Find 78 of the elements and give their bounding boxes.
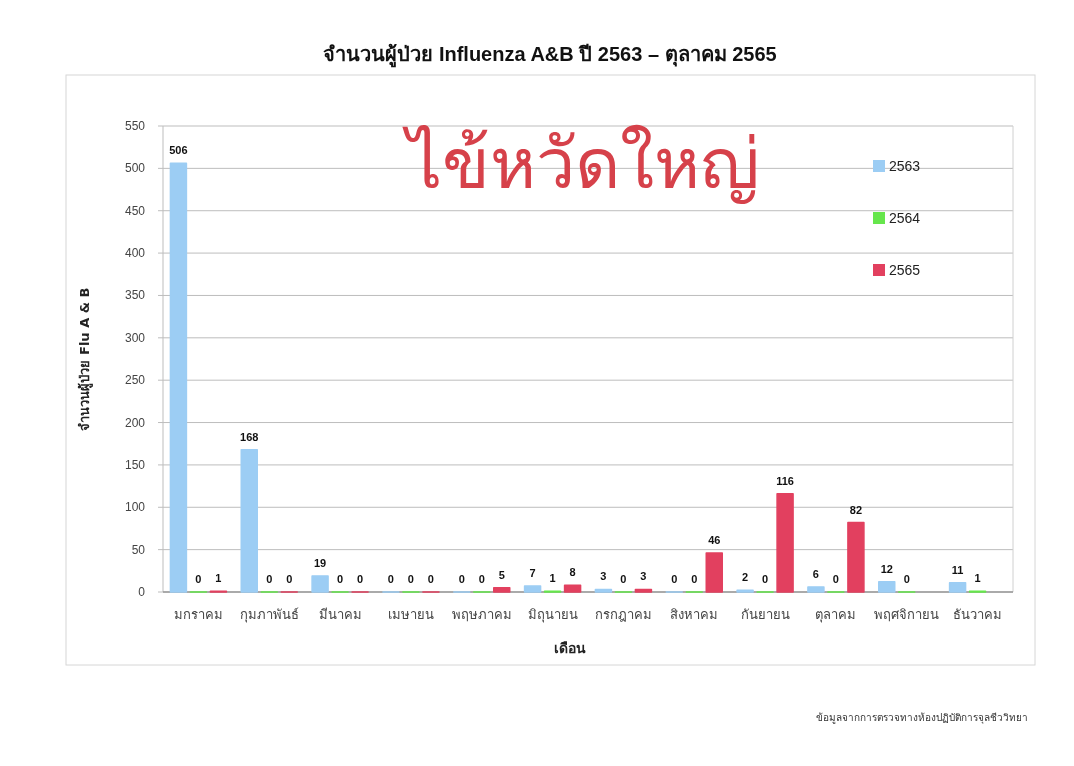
bar — [311, 575, 329, 593]
y-tick-label: 450 — [124, 203, 146, 218]
x-tick-label: เมษายน — [387, 607, 434, 622]
data-label: 11 — [951, 563, 964, 576]
data-label: 0 — [762, 573, 769, 585]
bar — [878, 581, 896, 593]
data-label: 1 — [974, 572, 981, 585]
annotation: ข้อมูลจากการตรวจทางห้องปฏิบัติการจุลชีววิทยา — [816, 712, 1028, 723]
data-label: 0 — [266, 573, 273, 585]
data-label: 168 — [240, 430, 259, 443]
y-tick-label: 300 — [124, 330, 146, 345]
y-tick-label: 350 — [124, 288, 146, 303]
legend-label: 2563 — [889, 158, 921, 174]
x-axis-title: เดือน — [554, 640, 586, 656]
y-tick-label: 50 — [131, 542, 146, 557]
x-tick-label: กุมภาพันธ์ — [239, 607, 299, 623]
data-label: 2 — [742, 571, 749, 584]
y-tick-label: 500 — [124, 161, 146, 176]
data-label: 0 — [357, 573, 364, 585]
bar — [634, 588, 653, 593]
bar — [705, 552, 723, 593]
data-label: 0 — [427, 573, 434, 585]
y-tick-label: 400 — [124, 246, 146, 261]
data-label: 506 — [169, 144, 188, 157]
bar — [807, 586, 825, 593]
data-label: 12 — [880, 562, 893, 575]
x-tick-label: มกราคม — [173, 607, 223, 622]
y-axis-title: จำนวนผู้ป่วย Flu A & B — [77, 287, 93, 431]
data-label: 0 — [671, 573, 678, 585]
x-tick-label: พฤศจิกายน — [874, 607, 940, 622]
y-tick-label: 200 — [124, 415, 146, 430]
bar — [594, 588, 613, 593]
x-tick-label: มิถุนายน — [527, 607, 578, 623]
data-label: 46 — [708, 534, 721, 547]
x-tick-label: กันยายน — [740, 607, 790, 622]
bar — [948, 581, 967, 593]
data-label: 5 — [498, 568, 505, 581]
data-label: 0 — [458, 573, 465, 585]
data-label: 0 — [478, 573, 485, 585]
data-label: 82 — [849, 503, 863, 516]
y-tick-label: 150 — [124, 457, 146, 472]
bar — [523, 585, 542, 593]
x-tick-label: มีนาคม — [318, 607, 362, 622]
data-label: 0 — [387, 573, 394, 585]
data-label: 8 — [569, 566, 576, 579]
x-tick-label: ตุลาคม — [815, 607, 857, 623]
x-tick-label: พฤษภาคม — [451, 607, 512, 622]
data-label: 6 — [812, 567, 819, 580]
y-tick-label: 0 — [138, 585, 146, 599]
data-label: 0 — [337, 573, 344, 585]
bar — [240, 448, 258, 593]
x-tick-label: สิงหาคม — [670, 607, 719, 622]
data-label: 0 — [691, 573, 698, 585]
data-label: 0 — [832, 573, 839, 585]
bar — [776, 492, 794, 593]
bar — [563, 584, 582, 593]
data-label: 3 — [640, 570, 647, 583]
data-label: 7 — [529, 567, 536, 580]
bar — [847, 521, 865, 593]
legend-label: 2565 — [889, 262, 921, 278]
x-tick-label: ธันวาคม — [953, 607, 1003, 622]
x-tick-label: กรกฎาคม — [594, 607, 652, 622]
data-label: 0 — [195, 573, 202, 585]
y-tick-label: 100 — [124, 500, 146, 515]
legend-label: 2564 — [889, 210, 921, 226]
data-label: 1 — [549, 572, 556, 585]
data-label: 19 — [313, 556, 327, 569]
data-label: 0 — [903, 573, 910, 585]
data-label: 3 — [600, 570, 607, 583]
bar — [493, 587, 511, 593]
y-tick-label: 550 — [124, 119, 146, 133]
y-tick-label: 250 — [124, 373, 146, 388]
data-label: 0 — [286, 573, 293, 585]
data-label: 0 — [407, 573, 414, 585]
bar — [169, 162, 188, 593]
data-label: 1 — [215, 572, 222, 585]
data-label: 0 — [620, 573, 627, 585]
data-label: 116 — [776, 474, 794, 487]
